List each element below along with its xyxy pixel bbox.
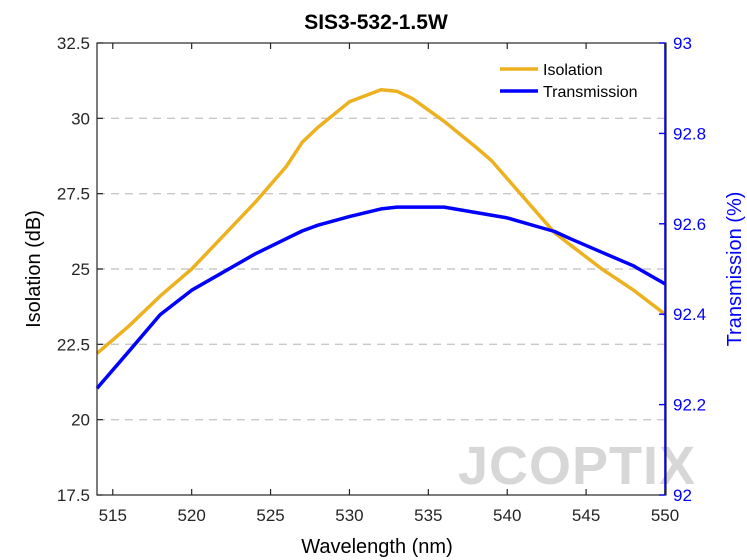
y-left-tick-label: 17.5 bbox=[57, 486, 90, 505]
legend-label-transmission: Transmission bbox=[543, 84, 638, 101]
x-axis-label: Wavelength (nm) bbox=[301, 536, 453, 558]
legend: Isolation Transmission bbox=[500, 62, 638, 101]
series-line-isolation bbox=[95, 87, 667, 355]
x-tick-label: 540 bbox=[493, 506, 521, 525]
y-axis-right-label: Transmission (%) bbox=[724, 192, 746, 347]
y-right-tick-label: 92.2 bbox=[673, 396, 706, 415]
y-left-tick-label: 20 bbox=[71, 411, 90, 430]
y-left-tick-label: 32.5 bbox=[57, 34, 90, 53]
x-tick-label: 545 bbox=[572, 506, 600, 525]
y-right-tick-label: 92.8 bbox=[673, 124, 706, 143]
chart-title: SIS3-532-1.5W bbox=[304, 11, 448, 34]
x-tick-label: 525 bbox=[256, 506, 284, 525]
y-right-tick-label: 92.6 bbox=[673, 215, 706, 234]
x-tick-label: 515 bbox=[99, 506, 127, 525]
y-axis-left-label: Isolation (dB) bbox=[23, 210, 45, 328]
watermark: JCOPTIX bbox=[458, 436, 696, 496]
y-left-tick-label: 30 bbox=[71, 109, 90, 128]
series-lines bbox=[95, 87, 667, 390]
legend-label-isolation: Isolation bbox=[543, 62, 603, 79]
y-right-tick-label: 92 bbox=[673, 486, 692, 505]
x-tick-label: 530 bbox=[335, 506, 363, 525]
x-tick-label: 535 bbox=[414, 506, 442, 525]
y-left-tick-label: 25 bbox=[71, 260, 90, 279]
axis-ticks: 17.5 20 22.5 25 27.5 30 32.5 92 92.2 92.4 92.6 92.8… bbox=[57, 34, 706, 525]
x-tick-label: 550 bbox=[651, 506, 679, 525]
y-right-tick-label: 93 bbox=[673, 34, 692, 53]
grid-lines bbox=[97, 117, 665, 421]
y-left-tick-label: 22.5 bbox=[57, 335, 90, 354]
x-tick-label: 520 bbox=[177, 506, 205, 525]
series-line-transmission bbox=[95, 205, 666, 390]
y-left-tick-label: 27.5 bbox=[57, 185, 90, 204]
y-right-tick-label: 92.4 bbox=[673, 305, 706, 324]
